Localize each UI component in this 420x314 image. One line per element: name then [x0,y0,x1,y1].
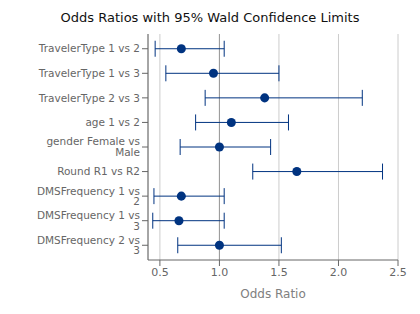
svg-text:0.5: 0.5 [151,266,169,279]
svg-text:age 1 vs 2: age 1 vs 2 [85,116,140,128]
svg-text:Odds Ratio: Odds Ratio [240,287,306,301]
svg-text:TravelerType 2 vs 3: TravelerType 2 vs 3 [38,92,140,104]
svg-text:TravelerType 1 vs 2: TravelerType 1 vs 2 [38,42,140,54]
svg-text:1.5: 1.5 [270,266,288,279]
svg-text:2.0: 2.0 [330,266,348,279]
svg-text:DMSFrequency 2 vs3: DMSFrequency 2 vs3 [37,234,140,256]
svg-text:1.0: 1.0 [211,266,229,279]
svg-text:Round R1 vs R2: Round R1 vs R2 [57,165,140,177]
svg-text:2.5: 2.5 [389,266,407,279]
html-text:Odds Ratios with 95% Wald Conf: Odds Ratios with 95% Wald Confidence Lim… [60,10,360,25]
svg-text:TravelerType 1 vs 3: TravelerType 1 vs 3 [38,67,140,79]
svg-text:DMSFrequency 1 vs3: DMSFrequency 1 vs3 [37,209,140,232]
svg-text:gender Female vsMale: gender Female vsMale [46,135,140,158]
svg-text:DMSFrequency 1 vs2: DMSFrequency 1 vs2 [37,185,140,208]
